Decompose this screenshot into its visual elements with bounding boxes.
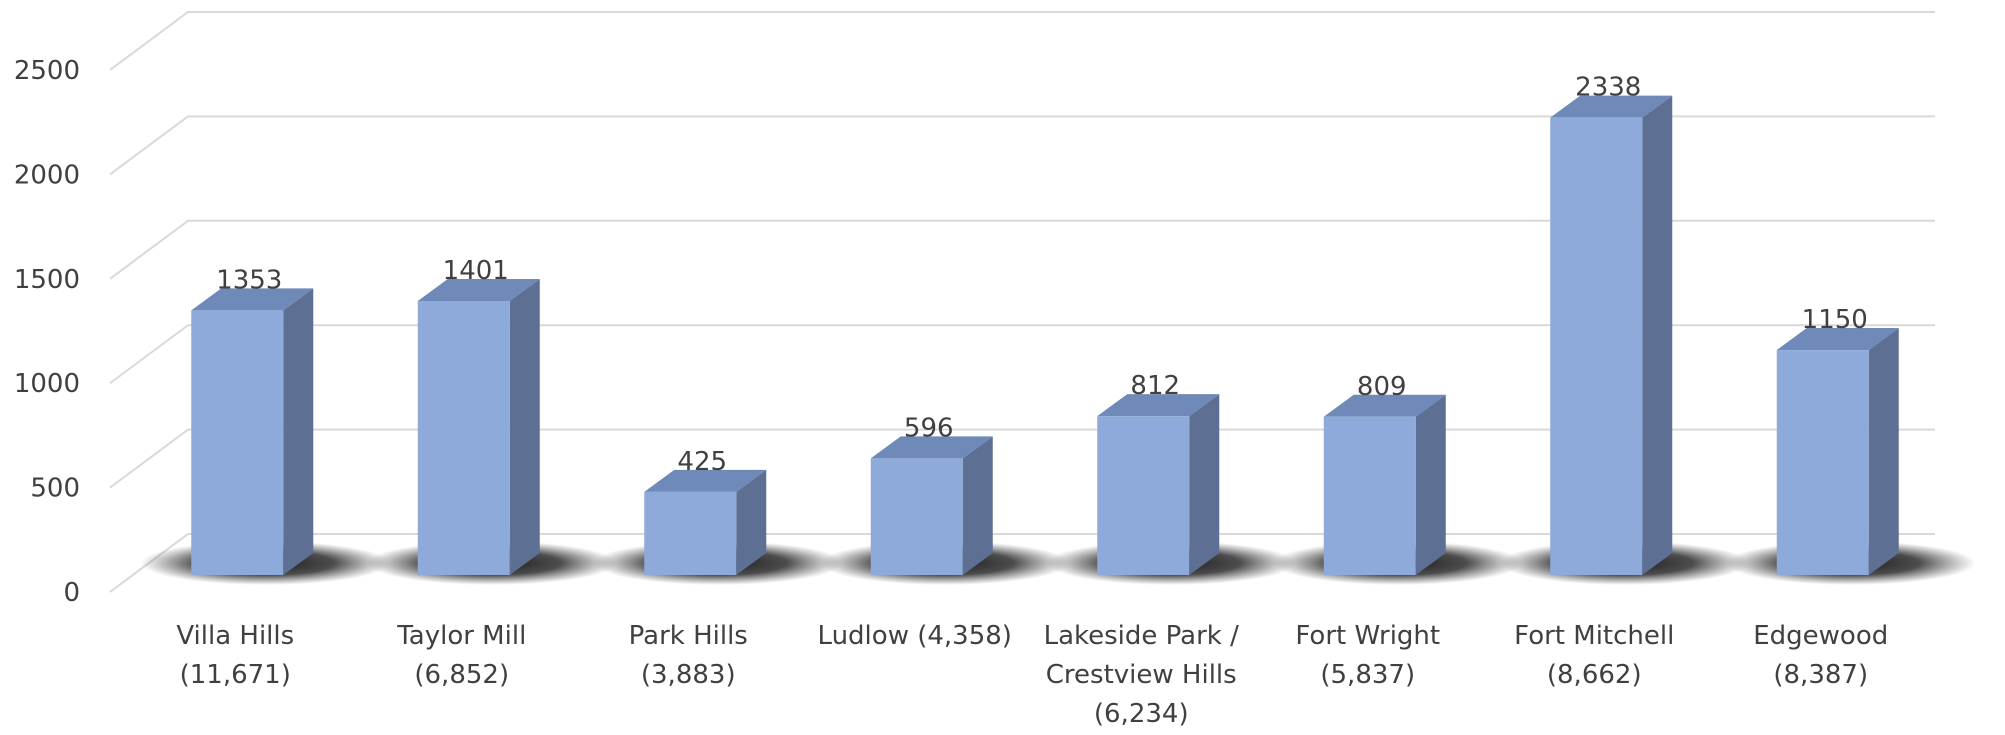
gridline (109, 219, 1935, 280)
x-tick-label: Fort Mitchell (8,662) (1514, 621, 1674, 690)
gridline (109, 115, 1935, 176)
data-label: 2338 (1575, 73, 1641, 103)
bar (1550, 95, 1673, 576)
bar-front-face (870, 458, 963, 575)
data-label: 425 (677, 447, 727, 477)
bar-front-face (1550, 117, 1643, 576)
bar (1323, 394, 1446, 575)
data-label: 1150 (1802, 305, 1868, 335)
bar-side-face (1642, 95, 1673, 576)
bar-side-face (1415, 394, 1446, 575)
bar-front-face (1323, 416, 1416, 575)
bar-top-face (870, 436, 993, 459)
x-axis-ticks: Villa Hills (11,671) Taylor Mill (6,852) Par… (176, 621, 1888, 729)
data-labels: 1353 1401 425 596 812 809 2338 1150 (216, 73, 1868, 477)
bar-side-face (962, 436, 993, 575)
bar-top-face (1323, 394, 1446, 417)
y-tick-label: 2000 (14, 160, 80, 190)
x-tick-label: Edgewood (8,387) (1753, 621, 1888, 690)
gridline (109, 11, 1935, 71)
bar-top-face (1550, 95, 1673, 118)
bar-shadows (140, 541, 1976, 585)
x-tick-label: Taylor Mill (6,852) (396, 621, 526, 690)
bar-side-face (1868, 328, 1899, 575)
data-label: 596 (904, 413, 954, 443)
bar (644, 469, 767, 575)
bar-top-face (1097, 394, 1220, 417)
bar-side-face (283, 288, 314, 575)
y-tick-label: 1500 (14, 265, 80, 295)
bar-front-face (1097, 416, 1190, 575)
data-label: 812 (1130, 371, 1180, 401)
bar (1776, 328, 1899, 575)
x-tick-label: Park Hills (3,883) (629, 621, 748, 690)
y-tick-label: 500 (30, 474, 80, 504)
bar-top-face (1776, 328, 1899, 351)
bar-top-face (191, 288, 314, 311)
bar-side-face (509, 278, 540, 575)
bars (191, 95, 1899, 576)
y-tick-label: 2500 (14, 56, 80, 86)
bar (870, 436, 993, 575)
bar-top-face (644, 469, 767, 492)
bar-front-face (191, 310, 284, 575)
bar-top-face (417, 278, 540, 301)
bar-front-face (644, 491, 737, 575)
bar-front-face (1776, 350, 1869, 575)
bar-front-face (417, 300, 510, 575)
x-tick-label: Villa Hills (11,671) (176, 621, 294, 690)
x-tick-label: Ludlow (4,358) (818, 621, 1012, 651)
y-axis-ticks: 0 500 1000 1500 2000 2500 (14, 56, 80, 608)
bar (417, 278, 540, 575)
bar-side-face (1189, 394, 1220, 575)
y-tick-label: 1000 (14, 369, 80, 399)
data-label: 1353 (216, 265, 282, 295)
bar (1097, 394, 1220, 575)
gridline (109, 324, 1935, 385)
x-tick-label: Lakeside Park / Crestview Hills (6,234) (1044, 621, 1240, 729)
data-label: 1401 (443, 256, 509, 286)
bar (191, 288, 314, 575)
y-tick-label: 0 (63, 578, 80, 608)
data-label: 809 (1357, 372, 1407, 402)
x-tick-label: Fort Wright (5,837) (1295, 621, 1440, 690)
bar-side-face (736, 469, 767, 575)
